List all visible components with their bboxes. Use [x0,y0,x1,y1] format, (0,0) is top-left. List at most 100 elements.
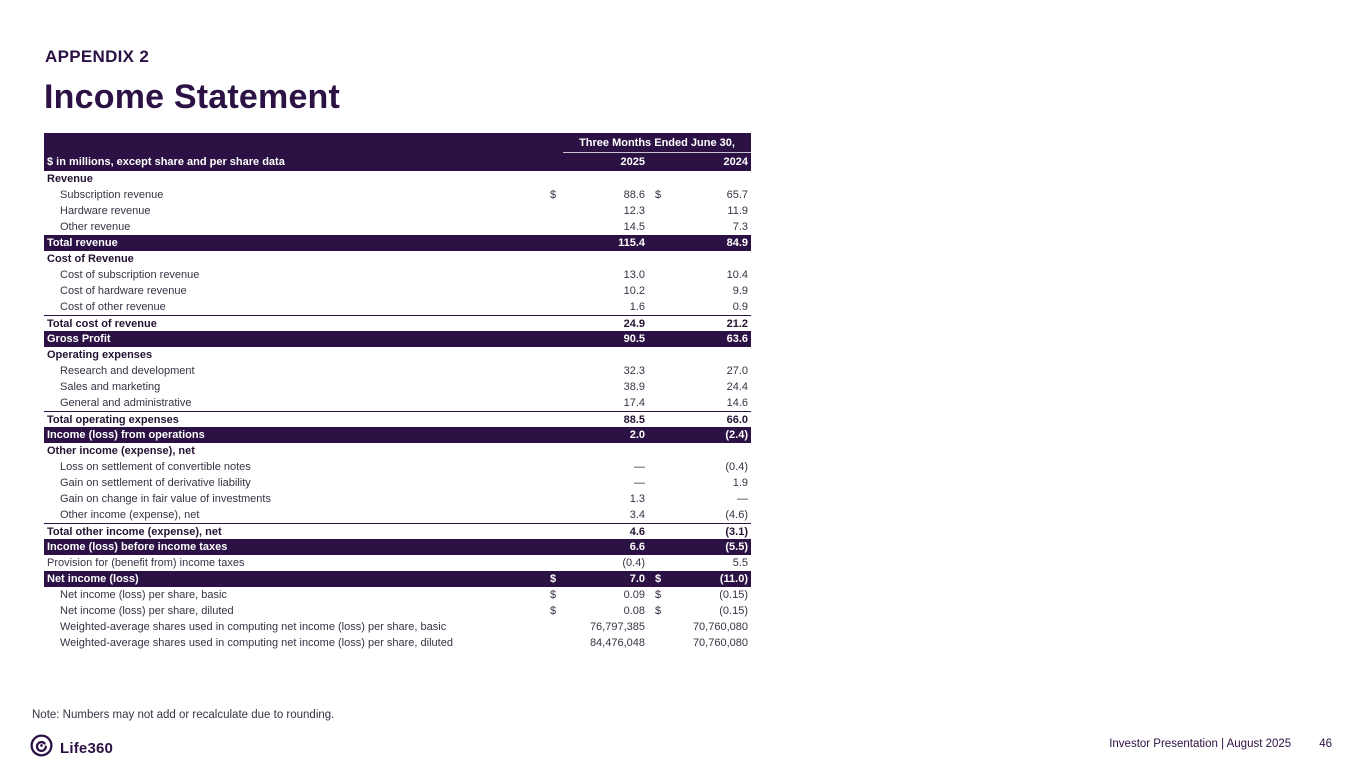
value-2025: 88.5 [623,414,645,426]
table-row: Total other income (expense), net 4.6 (3.1… [44,523,751,539]
value-2025: 2.0 [629,429,645,441]
row-label: Net income (loss) per share, diluted [60,605,234,617]
table-row: Research and development 32.3 27.0 [44,363,751,379]
value-2025: 12.3 [623,205,645,217]
value-2025: 0.09 [623,589,645,601]
slide-footer: Investor Presentation | August 2025 46 [1109,738,1332,750]
row-label: Income (loss) from operations [47,429,205,441]
value-2025: 90.5 [623,333,645,345]
value-2025: 10.2 [623,285,645,297]
table-row: Weighted-average shares used in computin… [44,619,751,635]
footer-presentation-label: Investor Presentation | August 2025 [1109,738,1292,750]
value-2024: 5.5 [732,557,748,569]
year-headers: 2025 2024 [550,156,751,171]
value-2024: (2.4) [725,429,748,441]
value-2025: — [634,461,645,473]
row-label: Total other income (expense), net [47,526,222,538]
dollar-sign-2025: $ [550,605,557,617]
table-row: Sales and marketing 38.9 24.4 [44,379,751,395]
value-2025: 115.4 [618,237,645,249]
value-2025: 84,476,048 [589,637,645,649]
table-row: Gain on settlement of derivative liabili… [44,475,751,491]
dollar-sign-2025: $ [550,589,557,601]
value-2025: 13.0 [623,269,645,281]
row-label: Total cost of revenue [47,318,157,330]
row-label: General and administrative [60,397,192,409]
table-row: Total revenue 115.4 84.9 [44,235,751,251]
value-2024: 27.0 [726,365,748,377]
value-2025: 3.4 [629,509,645,521]
value-2024: 63.6 [726,333,748,345]
value-2024: 1.9 [732,477,748,489]
table-row: Weighted-average shares used in computin… [44,635,751,651]
brand-name: Life360 [60,739,114,757]
row-label: Cost of Revenue [47,253,134,265]
value-2024: (0.15) [719,589,748,601]
table-header: Three Months Ended June 30, $ in million… [44,133,751,171]
row-label: Other income (expense), net [47,445,195,457]
life360-logo-icon [30,734,53,762]
value-2024: 70,760,080 [692,621,748,633]
table-row: Other income (expense), net 3.4 (4.6) [44,507,751,523]
value-2024: 21.2 [726,318,748,330]
table-row: Gain on change in fair value of investme… [44,491,751,507]
units-header: $ in millions, except share and per shar… [47,156,285,168]
value-2025: 6.6 [629,541,645,553]
period-header: Three Months Ended June 30, [563,137,751,153]
table-row: Hardware revenue 12.3 11.9 [44,203,751,219]
appendix-label: APPENDIX 2 [45,47,150,66]
table-row: Cost of other revenue 1.6 0.9 [44,299,751,315]
table-row: Total cost of revenue 24.9 21.2 [44,315,751,331]
dollar-sign-2024: $ [655,573,662,585]
row-label: Operating expenses [47,349,153,361]
value-2025: 24.9 [623,318,645,330]
value-2024: (11.0) [719,573,748,585]
row-label: Net income (loss) [47,573,139,585]
value-2025: 17.4 [623,397,645,409]
row-label: Weighted-average shares used in computin… [60,637,453,649]
table-row: Revenue [44,171,751,187]
row-label: Revenue [47,173,93,185]
row-label: Other revenue [60,221,131,233]
row-label: Gain on settlement of derivative liabili… [60,477,251,489]
value-2025: 4.6 [629,526,645,538]
dollar-sign-2024: $ [655,605,662,617]
table-row: Other income (expense), net [44,443,751,459]
row-label: Cost of other revenue [60,301,166,313]
row-label: Sales and marketing [60,381,161,393]
table-row: Net income (loss) $7.0 $ (11.0) [44,571,751,587]
table-row: Other revenue 14.5 7.3 [44,219,751,235]
row-label: Cost of hardware revenue [60,285,187,297]
row-label: Provision for (benefit from) income taxe… [47,557,245,569]
value-2024: (4.6) [725,509,748,521]
table-row: Net income (loss) per share, basic $0.09 $… [44,587,751,603]
table-row: Cost of Revenue [44,251,751,267]
value-2025: 7.0 [629,573,645,585]
row-label: Gross Profit [47,333,111,345]
value-2025: (0.4) [622,557,645,569]
value-2025: 14.5 [623,221,645,233]
dollar-sign-2025: $ [550,573,557,585]
value-2024: 9.9 [732,285,748,297]
value-2024: 11.9 [727,205,748,217]
value-2024: (0.15) [719,605,748,617]
table-row: Total operating expenses 88.5 66.0 [44,411,751,427]
row-label: Income (loss) before income taxes [47,541,228,553]
income-statement-table: Three Months Ended June 30, $ in million… [44,133,751,651]
value-2025: 0.08 [623,605,645,617]
table-row: Loss on settlement of convertible notes —… [44,459,751,475]
table-row: Income (loss) before income taxes 6.6 (5.5… [44,539,751,555]
table-row: Provision for (benefit from) income taxe… [44,555,751,571]
table-row: General and administrative 17.4 14.6 [44,395,751,411]
value-2025: 38.9 [623,381,645,393]
value-2024: 65.7 [726,189,748,201]
table-row: Cost of subscription revenue 13.0 10.4 [44,267,751,283]
value-2024: 7.3 [732,221,748,233]
value-2024: (3.1) [725,526,748,538]
value-2024: 10.4 [726,269,748,281]
value-2025: 1.6 [629,301,645,313]
row-label: Hardware revenue [60,205,151,217]
table-row: Net income (loss) per share, diluted $0.0… [44,603,751,619]
value-2024: 84.9 [726,237,748,249]
